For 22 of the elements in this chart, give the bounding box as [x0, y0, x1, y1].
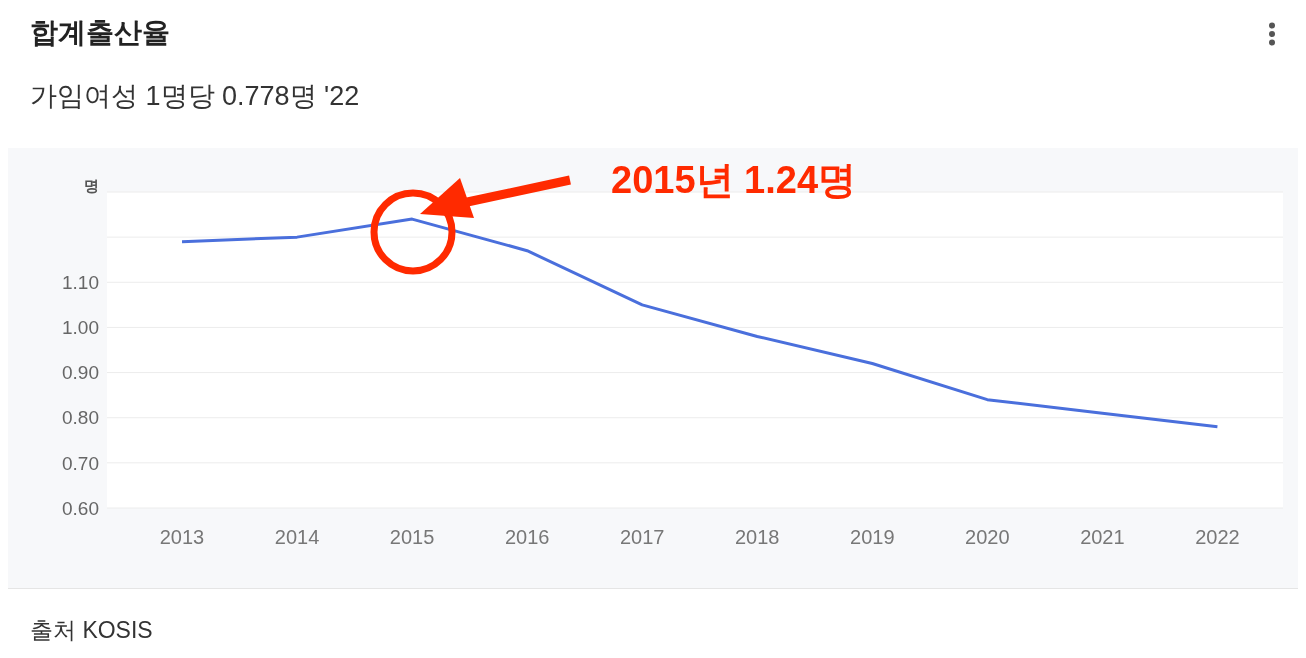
- y-axis-title: 명: [84, 176, 99, 194]
- y-tick-label: 0.90: [62, 362, 99, 384]
- y-tick-label: 1.10: [62, 272, 99, 294]
- x-tick-label: 2016: [504, 526, 550, 549]
- x-tick-label: 2014: [274, 526, 320, 549]
- chart-subtitle: 가임여성 1명당 0.778명 '22: [30, 80, 360, 113]
- y-tick-label: 0.70: [62, 452, 99, 474]
- x-tick-label: 2013: [159, 526, 205, 549]
- x-tick-label: 2019: [850, 526, 895, 549]
- annotation: 2015년 1.24명: [611, 159, 857, 201]
- x-tick-label: 2021: [1080, 526, 1125, 549]
- y-tick-label: 1.00: [62, 317, 99, 339]
- x-tick-label: 2015: [389, 526, 435, 549]
- y-tick-label: 0.60: [62, 497, 99, 519]
- y-tick-label: 0.80: [62, 407, 99, 429]
- x-tick-label: 2020: [965, 526, 1010, 549]
- line-series: [180, 217, 1219, 429]
- x-tick-label: 2017: [619, 526, 665, 549]
- x-tick-label: 2018: [734, 526, 780, 549]
- x-tick-label: 2022: [1195, 526, 1240, 549]
- chart-title: 합계출산율: [30, 16, 170, 50]
- source-note: 출처 KOSIS: [30, 616, 154, 645]
